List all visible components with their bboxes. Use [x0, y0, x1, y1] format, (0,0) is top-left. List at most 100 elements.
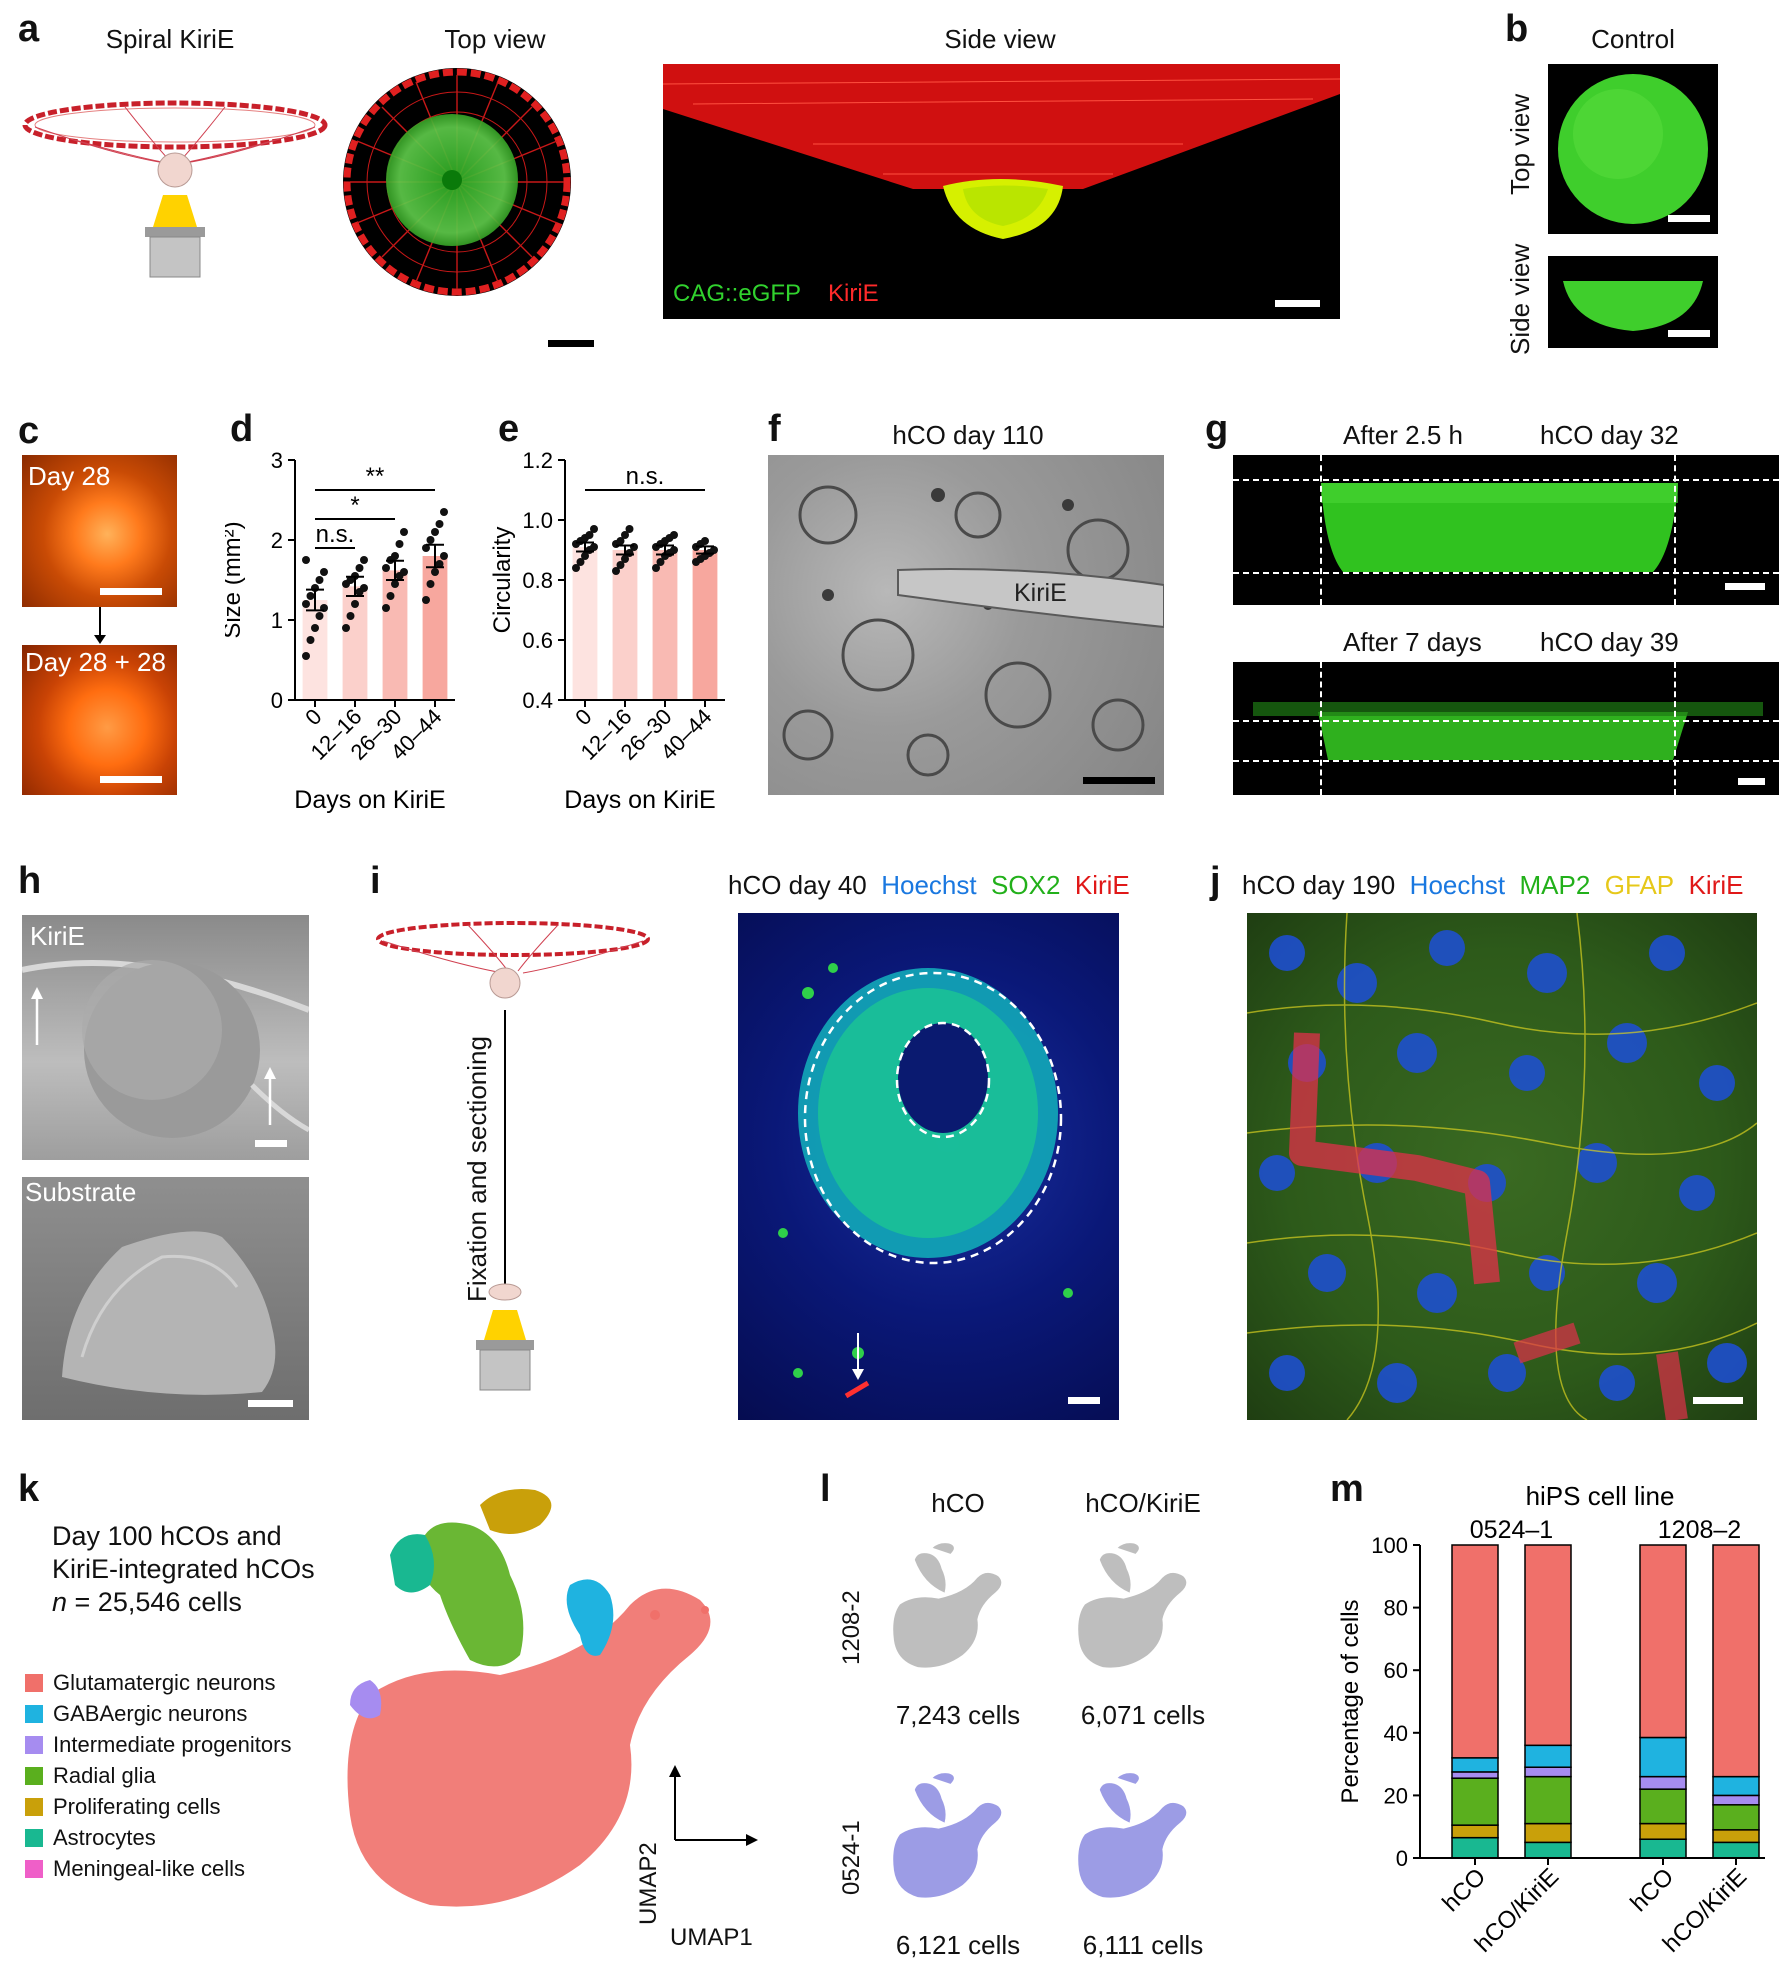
legend-swatch	[25, 1736, 43, 1754]
bar	[692, 550, 718, 700]
legend-label: Radial glia	[53, 1763, 156, 1788]
tag-day28-28: Day 28 + 28	[25, 647, 166, 677]
title-top-view: Top view	[444, 24, 546, 54]
data-point	[315, 612, 324, 620]
y-axis-label: Size (mm²)	[225, 521, 246, 638]
data-point	[616, 561, 625, 569]
scale-bar	[1738, 778, 1765, 785]
stacked-bar-segment	[1639, 1788, 1687, 1825]
significance-label: n.s.	[626, 463, 665, 490]
umap-plot	[347, 1489, 758, 1907]
stacked-bar-segment	[1712, 1829, 1760, 1844]
i-title-hoechst: Hoechst	[881, 870, 977, 900]
scale-bar	[100, 588, 162, 595]
legend-swatch	[25, 1798, 43, 1816]
y-tick-label: 1.0	[522, 508, 553, 533]
legend-item: Meningeal-like cells	[25, 1856, 245, 1882]
y-axis-label: Percentage of cells	[1337, 1599, 1364, 1803]
data-point	[422, 596, 430, 604]
em-image: KiriE	[768, 455, 1164, 795]
tag-kirie: KiriE	[30, 921, 85, 951]
tag-day28: Day 28	[28, 461, 111, 491]
title-control: Control	[1591, 24, 1675, 54]
guide-line	[1674, 662, 1676, 795]
umap-mini-hco-1208	[893, 1543, 1002, 1668]
data-point	[426, 580, 435, 588]
stacked-bar-segment	[1524, 1766, 1572, 1778]
group-label: 1208–2	[1658, 1516, 1741, 1544]
panel-label-k: k	[18, 1468, 40, 1510]
i-title-kirie: KiriE	[1074, 870, 1130, 900]
chart-cell-percentage: hiPS cell line 0 20 40 60 80 100 Percentage of …	[1337, 1481, 1765, 1958]
legend-item: Proliferating cells	[25, 1794, 221, 1820]
data-point	[355, 564, 364, 572]
g-image-2-5h	[1233, 455, 1779, 605]
panel-label-e: e	[498, 408, 520, 450]
legend-swatch	[25, 1705, 43, 1723]
significance-label: *	[350, 492, 359, 519]
group-label: 0524–1	[1470, 1516, 1553, 1544]
x-tick-label: 0	[300, 704, 326, 730]
guide-line	[1320, 455, 1322, 605]
umap-mini-kirie-1208	[1078, 1543, 1187, 1668]
legend-item: Radial glia	[25, 1763, 156, 1789]
y-axis-label: Circularity	[489, 527, 516, 634]
data-point	[386, 592, 395, 600]
data-point	[391, 552, 399, 560]
legend-label: Glutamatergic neurons	[53, 1670, 276, 1695]
stacked-bar-segment	[1524, 1544, 1572, 1747]
legend-item: Glutamatergic neurons	[25, 1670, 276, 1696]
scale-bar	[1068, 1397, 1100, 1404]
sem-substrate-image: Substrate	[22, 1177, 309, 1420]
title-spiral-kirie: Spiral KiriE	[105, 24, 235, 54]
scale-bar	[1275, 300, 1320, 307]
scale-bar	[1693, 1397, 1743, 1404]
stacked-bar-segment	[1639, 1822, 1687, 1840]
y-tick-label: 100	[1371, 1533, 1408, 1558]
g-row2-age: hCO day 39	[1540, 627, 1679, 657]
stacked-bar-segment	[1451, 1777, 1499, 1826]
data-point	[382, 564, 390, 572]
data-point	[440, 508, 448, 516]
bar	[302, 600, 328, 700]
data-point	[616, 537, 625, 545]
x-tick-label: hCO	[1625, 1863, 1679, 1917]
scale-bar	[548, 340, 594, 347]
bar	[572, 547, 598, 700]
j-title-gfap: GFAP	[1604, 870, 1675, 900]
title-hco-day110: hCO day 110	[892, 420, 1044, 450]
data-point	[435, 520, 444, 528]
data-point	[431, 568, 439, 576]
y-tick-label: 20	[1384, 1783, 1408, 1808]
data-point	[590, 525, 598, 533]
umap-mini-kirie-0524	[1078, 1773, 1187, 1898]
stacked-bar-segment	[1451, 1544, 1499, 1759]
i-title-prefix: hCO day 40	[728, 870, 867, 900]
data-point	[581, 552, 589, 560]
panel-label-d: d	[230, 408, 254, 450]
x-axis-label: Days on KiriE	[564, 786, 715, 814]
data-point	[440, 552, 448, 560]
data-point	[585, 531, 594, 539]
y-tick-label: 1.2	[522, 448, 553, 473]
j-title-kirie: KiriE	[1688, 870, 1744, 900]
y-tick-label: 60	[1384, 1658, 1408, 1683]
legend-swatch	[25, 1767, 43, 1785]
scale-bar	[1725, 583, 1765, 590]
data-point	[426, 536, 435, 544]
row-label-side-view: Side view	[1505, 243, 1535, 355]
k-desc-line2: KiriE-integrated hCOs	[52, 1554, 315, 1584]
j-title-prefix: hCO day 190	[1242, 870, 1396, 900]
x-tick-label: 0	[570, 704, 596, 730]
y-tick-label: 2	[271, 528, 283, 553]
data-point	[576, 558, 585, 566]
panel-label-j: j	[1210, 860, 1221, 902]
data-point	[320, 568, 328, 576]
stacked-bar-segment	[1712, 1544, 1760, 1778]
stacked-bar-segment	[1639, 1838, 1687, 1859]
g-row2-time: After 7 days	[1343, 627, 1482, 657]
data-point	[306, 592, 315, 600]
data-point	[306, 636, 315, 644]
row-label-top-view: Top view	[1505, 93, 1535, 195]
